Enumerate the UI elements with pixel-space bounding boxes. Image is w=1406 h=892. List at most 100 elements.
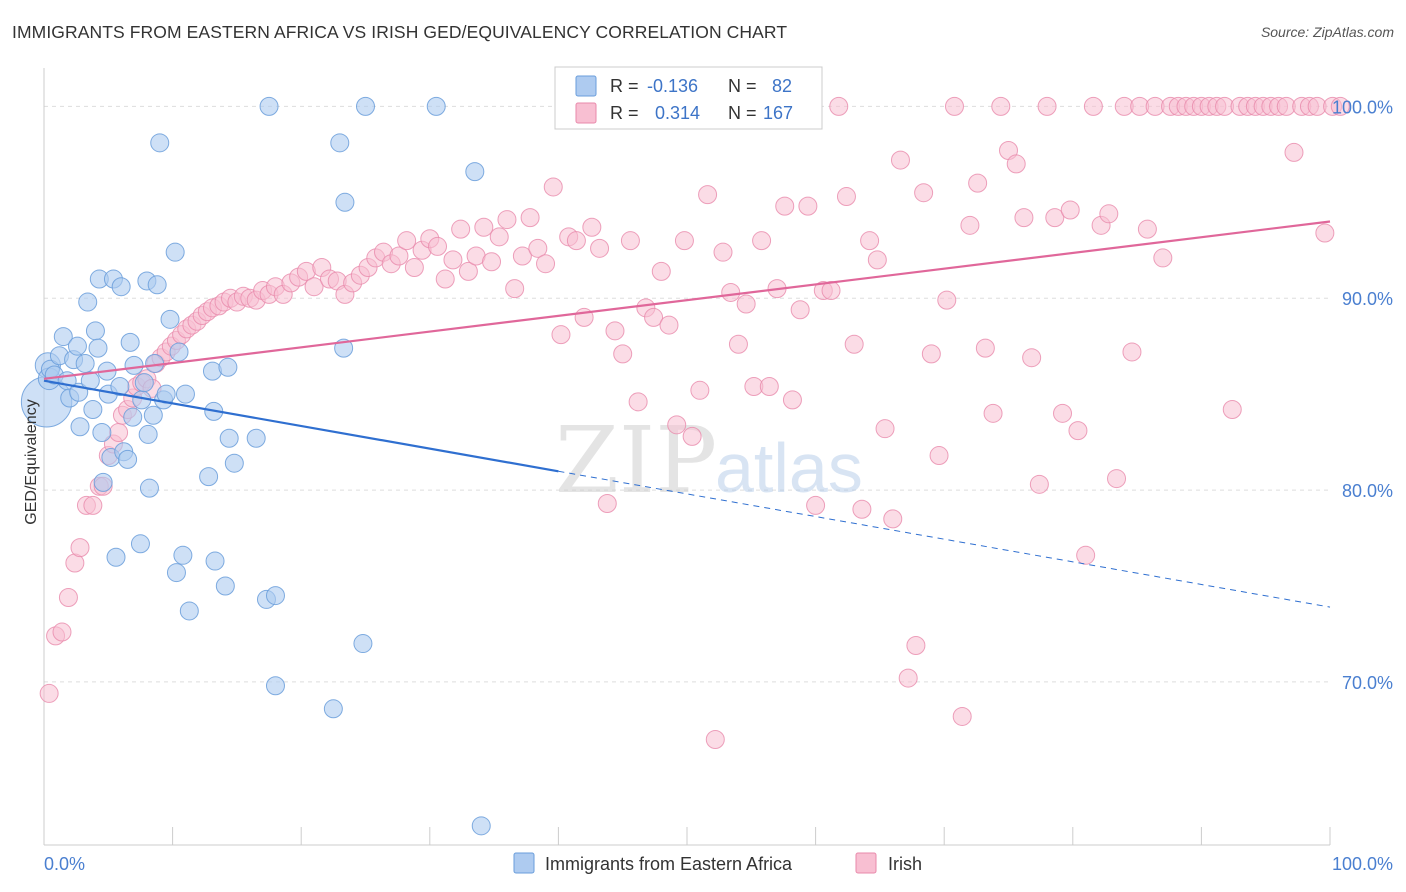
irish-point-154	[1137, 219, 1157, 239]
irish-point-95	[682, 426, 702, 446]
chart-source: Source: ZipAtlas.com	[1260, 24, 1394, 40]
legend-r-value-blue: -0.136	[647, 76, 698, 96]
irish-point-74	[520, 208, 540, 228]
legend-box	[554, 66, 823, 130]
irish-point-62	[428, 236, 448, 256]
irish-point-90	[644, 307, 664, 327]
irish-point-12	[109, 423, 129, 443]
irish-point-128	[937, 290, 957, 310]
eastern-africa-point-16	[83, 399, 103, 419]
eastern-africa-point-50	[173, 545, 193, 565]
axes	[43, 68, 1331, 846]
irish-point-73	[512, 246, 532, 266]
irish-point-7	[83, 495, 103, 515]
irish-point-119	[867, 250, 887, 270]
y-tick-label-0: 70.0%	[1342, 673, 1393, 693]
series-legend: Immigrants from Eastern Africa Irish	[513, 852, 922, 874]
eastern-africa-point-71	[356, 96, 375, 116]
legend-n-label-blue: N =	[728, 76, 757, 96]
eastern-africa-point-73	[465, 162, 485, 182]
irish-point-165	[1222, 399, 1242, 419]
irish-point-102	[736, 294, 756, 314]
legend-n-label-pink: N =	[728, 103, 757, 123]
eastern-africa-point-56	[205, 551, 225, 571]
eastern-africa-point-64	[265, 586, 285, 606]
eastern-africa-point-34	[130, 534, 150, 554]
irish-point-152	[1122, 342, 1142, 362]
x-tick-label-end: 100.0%	[1332, 854, 1393, 874]
irish-point-65	[451, 219, 471, 239]
legend-r-value-pink: 0.314	[655, 103, 700, 123]
irish-point-177	[1315, 223, 1335, 243]
irish-point-111	[806, 495, 826, 515]
series-legend-label-pink: Irish	[888, 854, 922, 874]
irish-point-125	[914, 183, 934, 203]
irish-point-57	[389, 246, 409, 266]
irish-point-101	[728, 334, 748, 354]
irish-point-85	[605, 321, 625, 341]
series-irish-points	[39, 96, 1350, 749]
legend-n-value-blue: 82	[772, 76, 792, 96]
irish-point-120	[875, 419, 895, 439]
irish-point-83	[590, 238, 610, 258]
irish-point-75	[528, 238, 548, 258]
eastern-africa-point-63	[259, 96, 279, 116]
irish-point-93	[667, 415, 687, 435]
y-tick-label-2: 90.0%	[1342, 289, 1393, 309]
series-legend-swatch-pink	[855, 852, 877, 874]
legend-n-value-pink: 167	[763, 103, 793, 123]
irish-point-132	[968, 173, 988, 193]
irish-point-96	[690, 380, 710, 400]
eastern-africa-point-67	[330, 133, 350, 153]
eastern-africa-point-59	[219, 428, 239, 448]
irish-point-100	[721, 282, 741, 302]
irish-point-127	[929, 446, 949, 466]
irish-point-118	[860, 231, 880, 251]
irish-point-116	[844, 334, 864, 354]
irish-point-98	[705, 729, 725, 749]
irish-point-126	[921, 344, 941, 364]
eastern-africa-point-39	[139, 478, 159, 498]
watermark-atlas: atlas	[715, 429, 863, 507]
chart-title: IMMIGRANTS FROM EASTERN AFRICA VS IRISH …	[12, 22, 788, 42]
irish-point-110	[798, 196, 818, 216]
y-tick-labels: 70.0% 80.0% 90.0% 100.0%	[1332, 97, 1393, 693]
eastern-africa-point-49	[169, 342, 189, 362]
irish-point-121	[883, 509, 903, 529]
irish-point-72	[505, 279, 525, 299]
irish-point-76	[536, 254, 556, 274]
irish-point-146	[1076, 545, 1096, 565]
irish-point-145	[1068, 421, 1088, 441]
irish-point-84	[597, 494, 617, 514]
irish-point-5	[70, 538, 90, 558]
x-tick-label-start: 0.0%	[44, 854, 85, 874]
eastern-africa-point-57	[215, 576, 235, 596]
x-tick-labels: 0.0% 100.0%	[44, 854, 1393, 874]
irish-point-2	[52, 622, 72, 642]
irish-point-86	[613, 344, 633, 364]
irish-point-173	[1284, 142, 1304, 162]
eastern-africa-point-12	[70, 417, 90, 437]
irish-point-149	[1099, 204, 1119, 224]
irish-point-58	[397, 231, 417, 251]
irish-point-141	[1037, 96, 1057, 116]
legend-swatch-blue	[575, 75, 597, 97]
irish-point-92	[659, 315, 679, 335]
legend-r-label-blue: R =	[610, 76, 639, 96]
eastern-africa-point-51	[175, 384, 195, 404]
irish-point-87	[620, 231, 640, 251]
eastern-africa-point-26	[106, 547, 126, 567]
irish-point-129	[944, 96, 964, 116]
irish-point-124	[906, 635, 926, 655]
irish-point-63	[435, 269, 455, 289]
eastern-africa-point-66	[323, 699, 343, 719]
eastern-africa-point-33	[124, 355, 144, 375]
eastern-africa-point-30	[118, 449, 138, 469]
irish-point-115	[836, 187, 856, 207]
irish-point-144	[1060, 200, 1080, 220]
irish-point-134	[983, 403, 1003, 423]
irish-point-3	[58, 588, 78, 608]
eastern-africa-point-21	[93, 472, 113, 492]
eastern-africa-point-43	[150, 133, 170, 153]
grid-lines	[44, 105, 1330, 683]
